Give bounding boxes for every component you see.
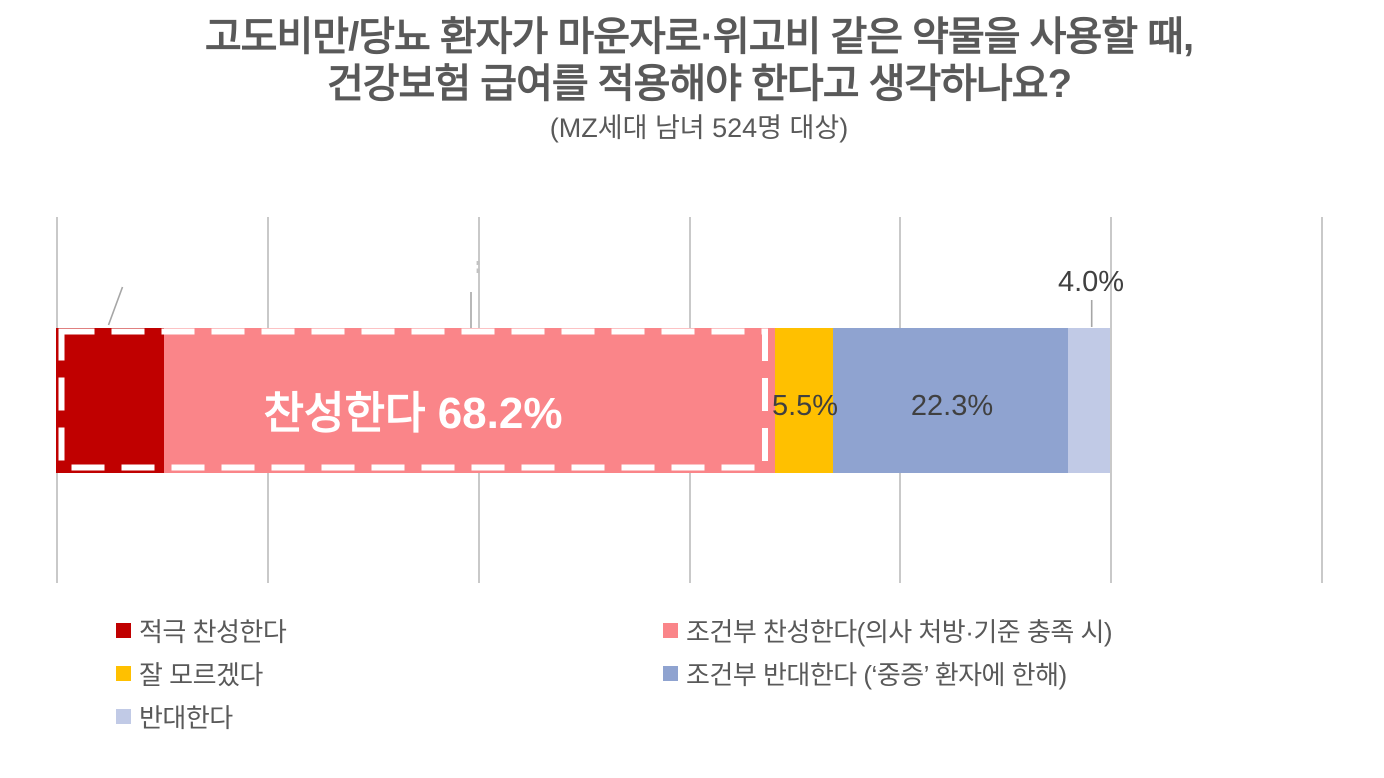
chart-subtitle: (MZ세대 남녀 524명 대상)	[549, 113, 849, 143]
legend-label-cond-agree: 조건부 찬성한다(의사 처방·기준 충족 시)	[686, 616, 1113, 647]
legend-label-unsure: 잘 모르겠다	[139, 660, 263, 690]
legend-label-oppose: 반대한다	[139, 703, 233, 733]
group-annotation-label: 찬성한다 68.2%	[263, 389, 563, 438]
segment-0-strongly-agree	[56, 328, 164, 473]
data-label-cond-oppose: 22.3%	[910, 390, 994, 422]
gridline	[1321, 217, 1323, 583]
segment-4-oppose	[1068, 328, 1111, 473]
data-label-unsure: 5.5%	[771, 390, 839, 422]
legend-label-cond-oppose: 조건부 반대한다 (‘중증’ 환자에 한해)	[686, 660, 1067, 690]
chart-title-line-1: 고도비만/당뇨 환자가 마운자로·위고비 같은 약물을 사용할 때,	[204, 15, 1194, 59]
legend-swatch-unsure	[116, 666, 131, 681]
chart-title-line-2: 건강보험 급여를 적용해야 한다고 생각하나요?	[326, 62, 1072, 106]
legend-swatch-cond-agree	[663, 622, 678, 638]
gridline	[1110, 217, 1113, 583]
legend-item-strongly-agree: 적극 찬성한다	[116, 616, 287, 647]
segment-2-unsure	[774, 328, 833, 473]
legend-swatch-cond-oppose	[663, 666, 678, 681]
legend-swatch-strongly-agree	[116, 622, 131, 638]
legend-swatch-oppose	[116, 709, 131, 724]
chart-title-block: 고도비만/당뇨 환자가 마운자로·위고비 같은 약물을 사용할 때, 건강보험 …	[0, 14, 1384, 144]
legend-item-unsure: 잘 모르겠다	[116, 660, 263, 690]
legend-item-cond-oppose: 조건부 반대한다 (‘중증’ 환자에 한해)	[663, 660, 1067, 690]
data-label-oppose: 4.0%	[1057, 266, 1125, 298]
legend-item-oppose: 반대한다	[116, 703, 233, 733]
legend-item-cond-agree: 조건부 찬성한다(의사 처방·기준 충족 시)	[663, 616, 1113, 647]
callout-line-strongly-agree	[107, 286, 124, 326]
segment-3-cond-oppose	[832, 328, 1069, 473]
legend-label-strongly-agree: 적극 찬성한다	[139, 616, 287, 647]
